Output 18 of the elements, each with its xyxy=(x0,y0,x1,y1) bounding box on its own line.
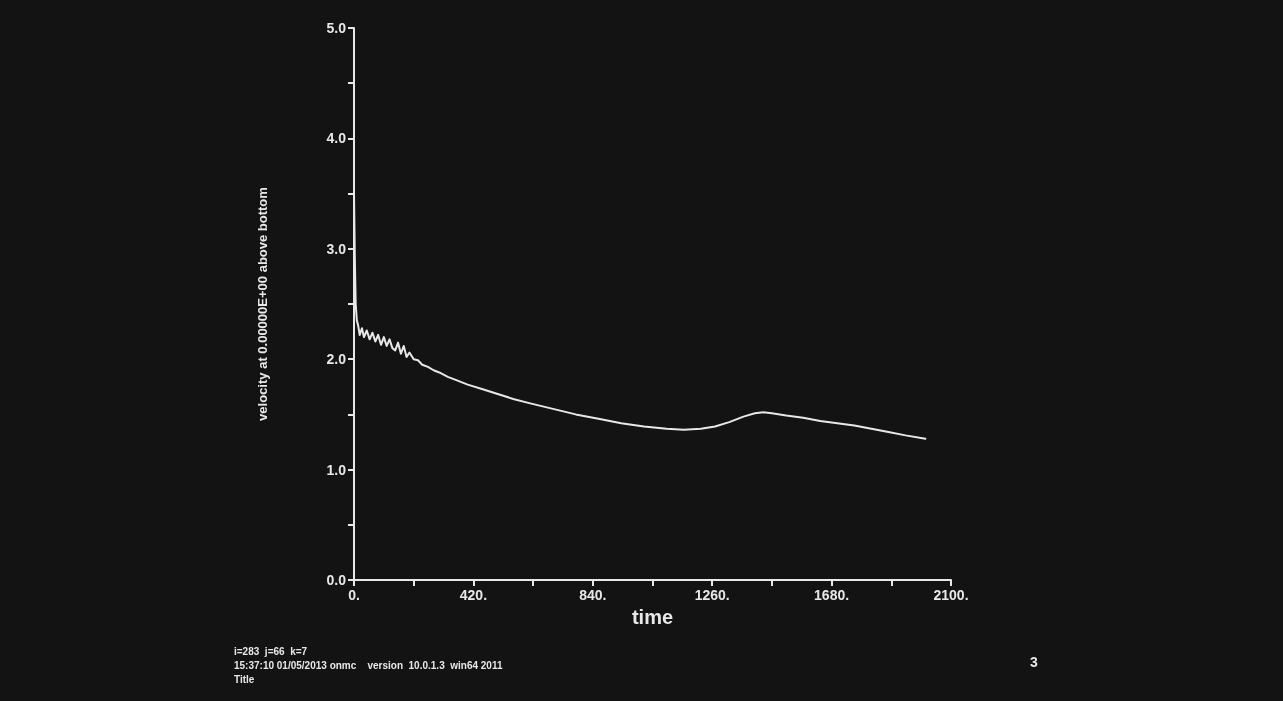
x-tick-label: 840. xyxy=(579,587,607,603)
y-tick-label: 0.0 xyxy=(326,572,347,588)
y-tick-label: 1.0 xyxy=(326,461,347,478)
y-tick-label: 2.0 xyxy=(326,351,347,368)
text: 15:37:10 01/05/2013 onmc version 10.0.1.3 win64 2011 xyxy=(234,659,503,671)
x-tick-label: 1260. xyxy=(694,587,730,603)
text: i=283 j=66 k=7 xyxy=(234,645,308,657)
y-axis-title: velocity at 0.00000E+00 above bottom xyxy=(255,187,270,421)
y-tick-label: 4.0 xyxy=(326,130,347,147)
x-tick-label: 0. xyxy=(348,587,360,603)
text: Title xyxy=(234,673,255,685)
y-tick-label: 3.0 xyxy=(326,240,347,257)
text: 3 xyxy=(1030,654,1038,670)
x-axis-title: time xyxy=(631,605,674,628)
y-tick-label: 5.0 xyxy=(326,20,347,36)
x-tick-label: 2100. xyxy=(933,587,969,603)
x-tick-label: 420. xyxy=(459,587,488,603)
x-tick-label: 1680. xyxy=(814,587,850,603)
